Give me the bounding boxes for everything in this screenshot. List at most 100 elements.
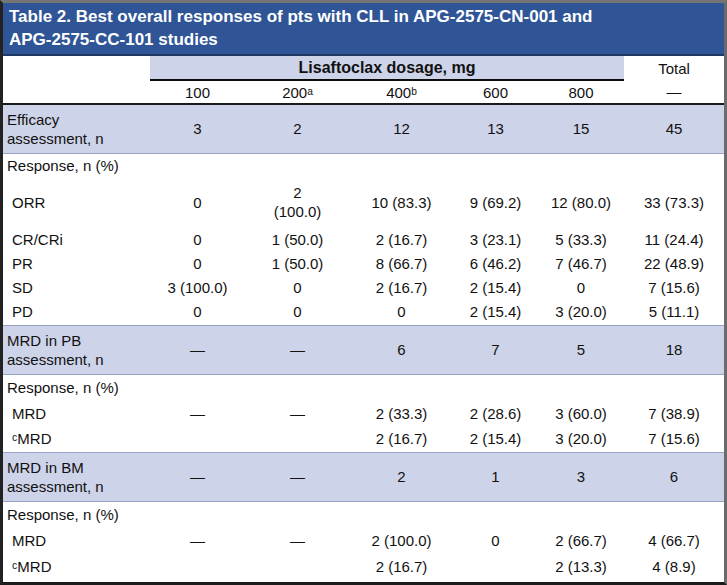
empty-corner-cell — [3, 56, 150, 80]
cell — [624, 374, 724, 400]
total-column-header: Total — [624, 56, 724, 80]
table-2-panel: Table 2. Best overall responses of pts w… — [0, 0, 727, 585]
row-label: Response, n (%) — [3, 374, 150, 400]
cell: 2 (15.4) — [453, 299, 538, 325]
cell: 22 (48.9) — [624, 251, 724, 275]
cell — [150, 153, 245, 177]
cell: 0 — [150, 299, 245, 325]
table-row-sd: SD 3 (100.0) 0 2 (16.7) 2 (15.4) 0 7 (15… — [3, 275, 724, 299]
cell: 3 (20.0) — [538, 426, 624, 452]
cell: 3 — [538, 452, 624, 501]
cell: 3 (60.0) — [538, 400, 624, 426]
cell: 2 (16.7) — [350, 553, 453, 579]
table-row-mrd-bm: MRD — — 2 (100.0) 0 2 (66.7) 4 (66.7) — [3, 527, 724, 553]
cell — [453, 374, 538, 400]
cell — [453, 553, 538, 579]
cell — [538, 501, 624, 527]
cell: 4 (66.7) — [624, 527, 724, 553]
table-row-response-header: Response, n (%) — [3, 374, 724, 400]
row-label: Response, n (%) — [3, 153, 150, 177]
table-row-mrd-pb-assessment: MRD in PB assessment, n — — 6 7 5 18 — [3, 325, 724, 374]
cell — [538, 374, 624, 400]
row-label: MRD in BM assessment, n — [3, 452, 150, 501]
cell: 2 (16.7) — [350, 227, 453, 251]
row-label: ᶜMRD — [3, 426, 150, 452]
cell — [624, 501, 724, 527]
cell: — — [245, 452, 350, 501]
cell — [245, 501, 350, 527]
dosage-group-header-row: Lisaftoclax dosage, mg Total — [3, 56, 724, 80]
cell — [538, 153, 624, 177]
cell — [245, 374, 350, 400]
cell: 0 — [453, 527, 538, 553]
cell: — — [150, 400, 245, 426]
cell: 2 (16.7) — [350, 426, 453, 452]
cell: 13 — [453, 104, 538, 153]
row-label: MRD — [3, 527, 150, 553]
cell: 1 (50.0) — [245, 251, 350, 275]
dosage-group-header: Lisaftoclax dosage, mg — [150, 56, 624, 80]
cell — [350, 501, 453, 527]
cell: 5 — [538, 325, 624, 374]
dose-values-header-row: 100 200ᵃ 400ᵇ 600 800 — — [3, 80, 724, 104]
table-row-pr: PR 0 1 (50.0) 8 (66.7) 6 (46.2) 7 (46.7)… — [3, 251, 724, 275]
row-label: SD — [3, 275, 150, 299]
cell — [624, 153, 724, 177]
cell: 3 (23.1) — [453, 227, 538, 251]
cell: 2 (66.7) — [538, 527, 624, 553]
table-row-response-header: Response, n (%) — [3, 501, 724, 527]
cell: 2 (16.7) — [350, 275, 453, 299]
cell: 4 (8.9) — [624, 553, 724, 579]
table-title: Table 2. Best overall responses of pts w… — [3, 3, 724, 56]
cell: 7 (15.6) — [624, 426, 724, 452]
cell: — — [150, 325, 245, 374]
cell: 9 (69.2) — [453, 177, 538, 227]
cell — [245, 426, 350, 452]
table-row-pd: PD 0 0 0 2 (15.4) 3 (20.0) 5 (11.1) — [3, 299, 724, 325]
cell — [150, 553, 245, 579]
cell: 3 (100.0) — [150, 275, 245, 299]
cell: 3 (20.0) — [538, 299, 624, 325]
cell: 6 — [624, 452, 724, 501]
row-label: MRD — [3, 400, 150, 426]
cell — [150, 501, 245, 527]
cell: 33 (73.3) — [624, 177, 724, 227]
cell — [245, 153, 350, 177]
cell: 45 — [624, 104, 724, 153]
cell: 8 (66.7) — [350, 251, 453, 275]
cell: 2 (15.4) — [453, 426, 538, 452]
cell — [350, 374, 453, 400]
cell: 2 (15.4) — [453, 275, 538, 299]
cell: 2 (28.6) — [453, 400, 538, 426]
cell — [245, 553, 350, 579]
cell: 6 (46.2) — [453, 251, 538, 275]
table-row-orr: ORR 0 2 (100.0) 10 (83.3) 9 (69.2) 12 (8… — [3, 177, 724, 227]
cell: 10 (83.3) — [350, 177, 453, 227]
cell: 7 (38.9) — [624, 400, 724, 426]
cell: 6 — [350, 325, 453, 374]
cell — [350, 153, 453, 177]
cell: 2 (13.3) — [538, 553, 624, 579]
table-row-cmrd-pb: ᶜMRD 2 (16.7) 2 (15.4) 3 (20.0) 7 (15.6) — [3, 426, 724, 452]
cell: 1 (50.0) — [245, 227, 350, 251]
cell: 7 — [453, 325, 538, 374]
cell: 2 — [350, 452, 453, 501]
cell — [150, 374, 245, 400]
column-header-dose-800: 800 — [538, 80, 624, 104]
row-label: PR — [3, 251, 150, 275]
column-header-total-dash: — — [624, 80, 724, 104]
table-row-response-header: Response, n (%) — [3, 153, 724, 177]
cell: 0 — [150, 227, 245, 251]
table-row-mrd-bm-assessment: MRD in BM assessment, n — — 2 1 3 6 — [3, 452, 724, 501]
cell: 5 (11.1) — [624, 299, 724, 325]
cell: 7 (46.7) — [538, 251, 624, 275]
cell: — — [245, 400, 350, 426]
cell: 0 — [538, 275, 624, 299]
column-header-dose-600: 600 — [453, 80, 538, 104]
table-row-cr-cri: CR/CRi 0 1 (50.0) 2 (16.7) 3 (23.1) 5 (3… — [3, 227, 724, 251]
cell: 11 (24.4) — [624, 227, 724, 251]
empty-corner-cell — [3, 80, 150, 104]
cell: 2 — [245, 104, 350, 153]
cell: 15 — [538, 104, 624, 153]
column-header-dose-400: 400ᵇ — [350, 80, 453, 104]
